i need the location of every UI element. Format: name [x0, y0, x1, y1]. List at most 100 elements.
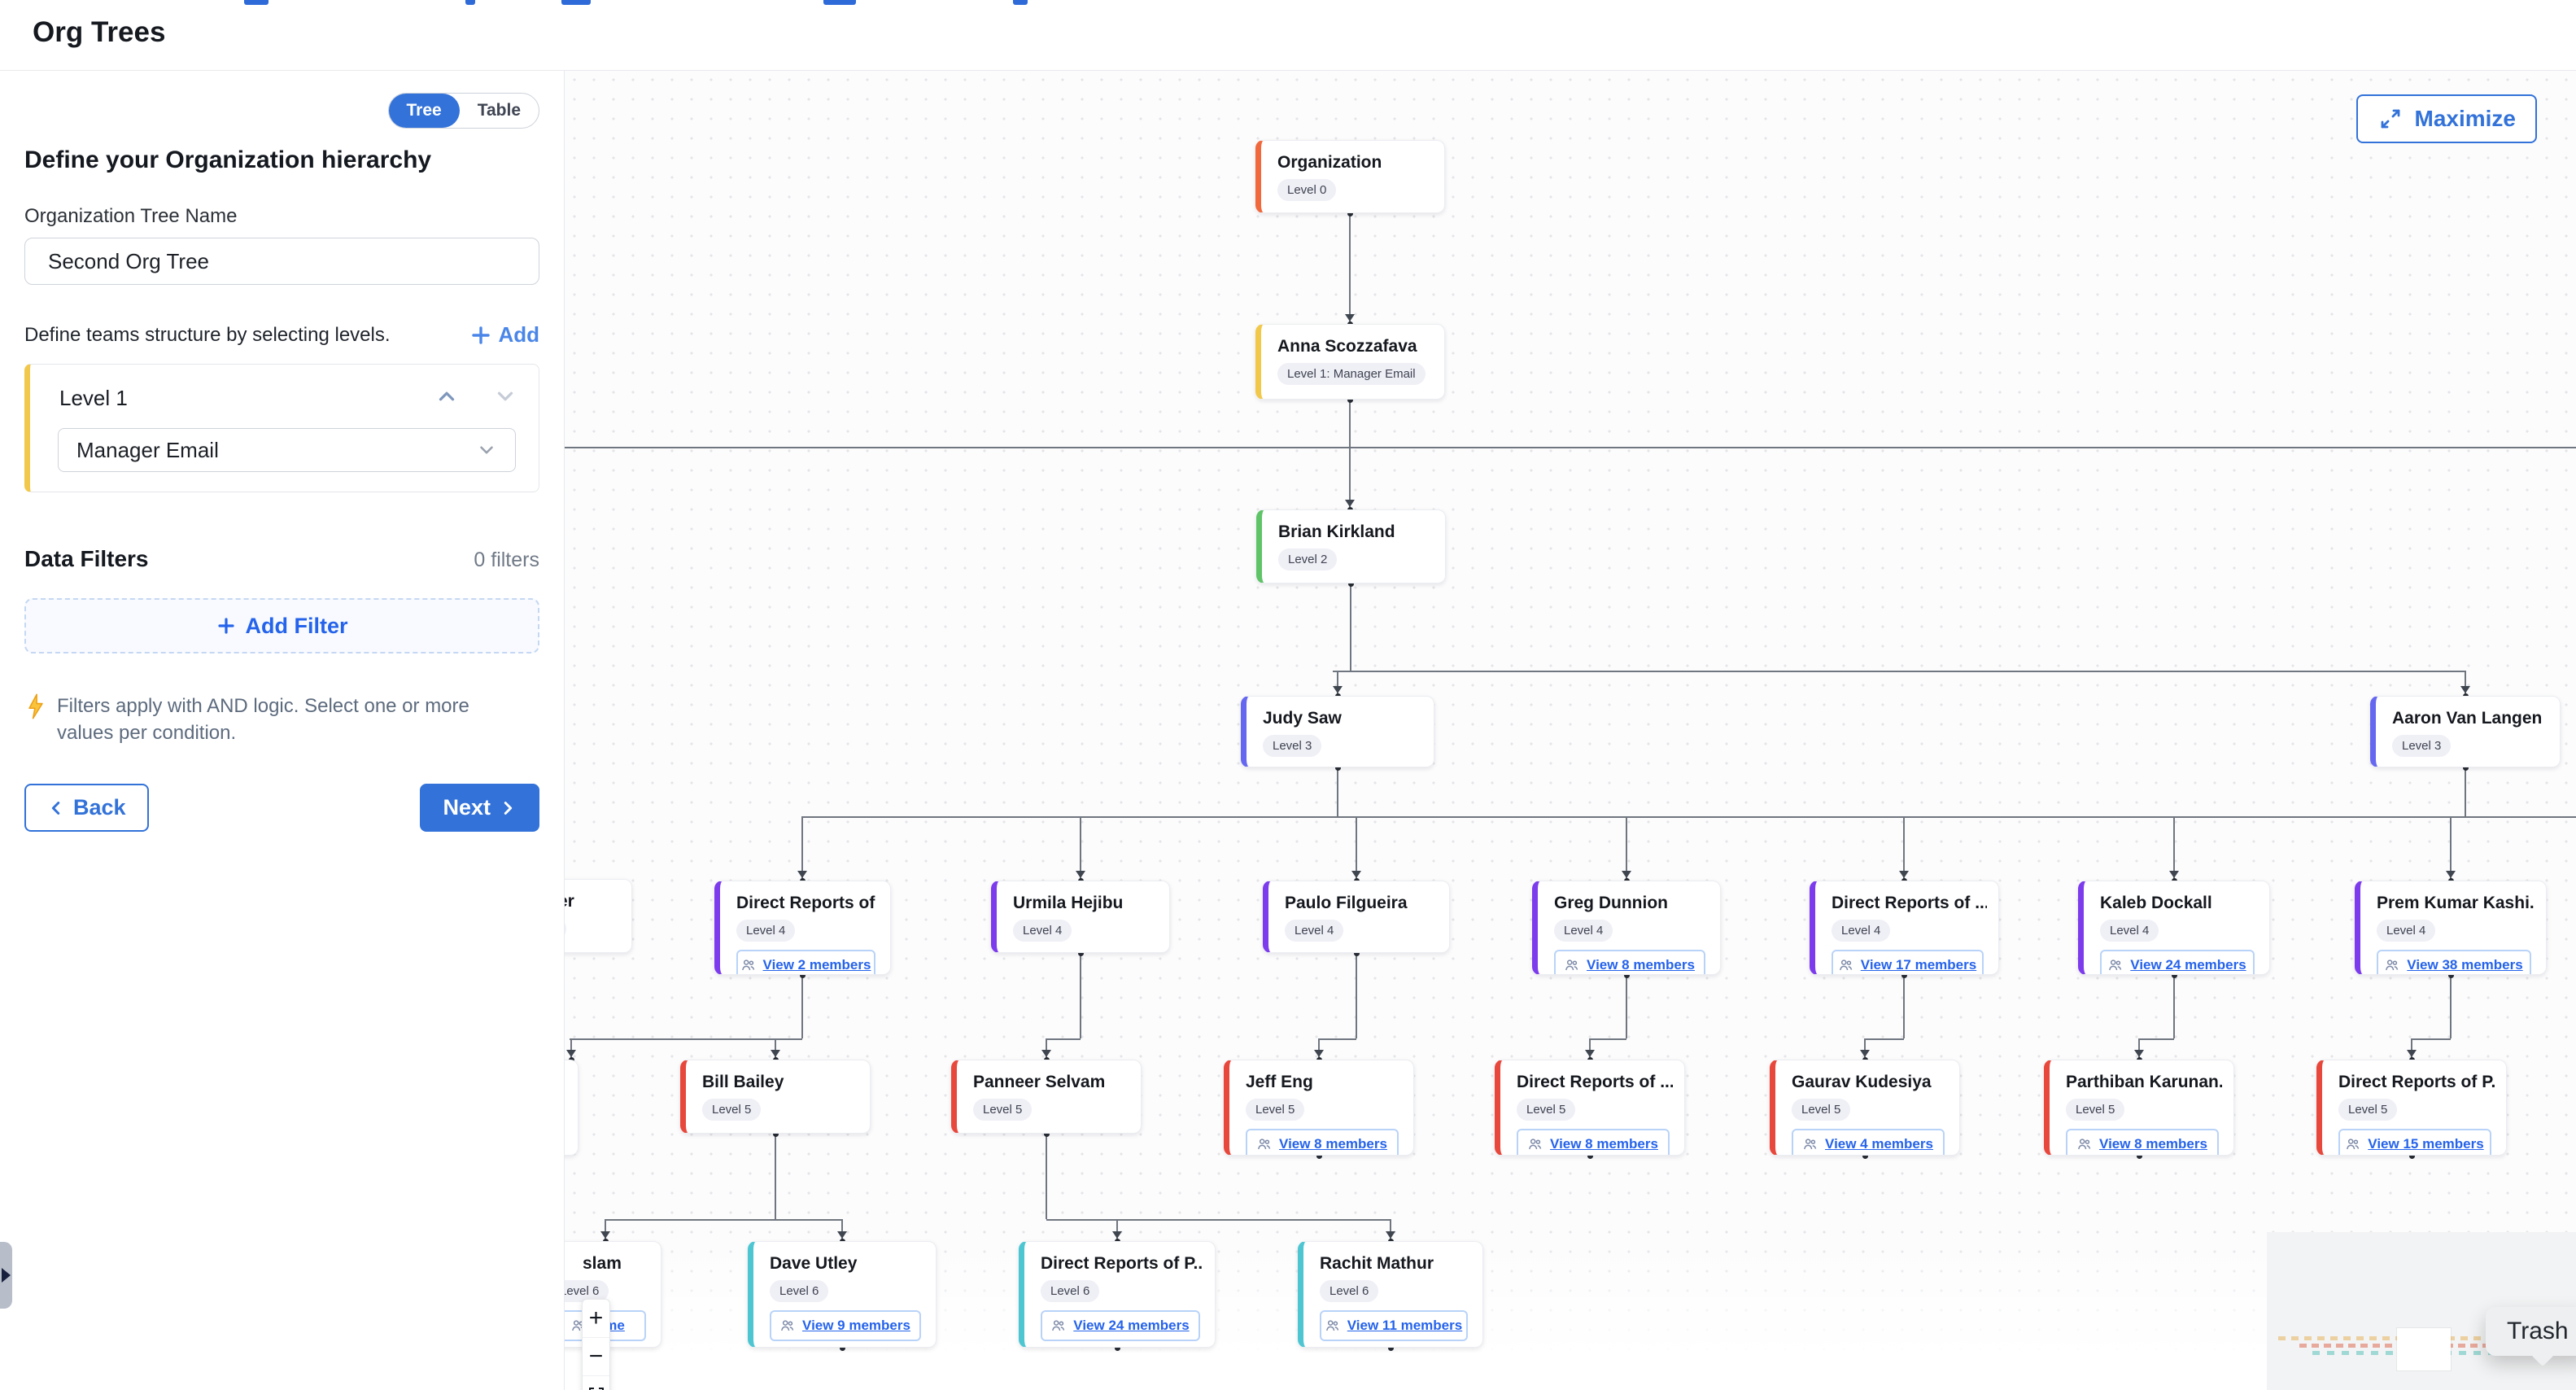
view-members-button[interactable]: View 4 members [1792, 1129, 1945, 1155]
view-members-button[interactable]: View 17 members [1832, 950, 1984, 974]
connector-line [1319, 1038, 1356, 1040]
connector-line [2450, 975, 2452, 1038]
org-node[interactable]: Greg Dunnion Level 4 View 8 members [1532, 881, 1721, 975]
view-members-button[interactable]: View 24 members [1041, 1310, 1200, 1341]
org-node-level-badge: Level 6 [1320, 1280, 1379, 1302]
people-icon [1258, 1139, 1271, 1150]
drawer-expand-handle[interactable] [0, 1242, 12, 1309]
org-node[interactable]: Paulo Filgueira Level 4 [1263, 881, 1450, 953]
org-node[interactable]: Organization Level 0 [1255, 140, 1445, 213]
people-icon [1565, 959, 1578, 971]
org-node-name: Direct Reports of ... [1517, 1073, 1673, 1091]
view-members-button[interactable]: View 8 members [2066, 1129, 2219, 1155]
view-members-button[interactable]: View 38 members [2377, 950, 2531, 974]
next-label: Next [443, 795, 491, 820]
view-members-button[interactable]: View 15 members [2338, 1129, 2491, 1155]
connector-line [2465, 767, 2466, 816]
org-node[interactable]: Gaurav Kudesiya Level 5 View 4 members [1770, 1060, 1960, 1156]
arrow-down-icon [1041, 1050, 1051, 1057]
connector-line [1903, 975, 1905, 1038]
view-members-button[interactable]: View 8 members [1246, 1129, 1399, 1155]
org-node[interactable]: Bill Bailey Level 5 [680, 1060, 871, 1134]
tree-name-input[interactable] [24, 238, 539, 285]
org-node[interactable]: Judy Saw Level 3 [1241, 696, 1434, 767]
fit-view-icon [588, 1388, 604, 1390]
org-node[interactable]: Aaron Van Langen Level 3 [2370, 696, 2561, 767]
back-button[interactable]: Back [24, 784, 149, 832]
org-node[interactable]: Direct Reports of J... Level 4 View 2 memb… [714, 881, 891, 975]
view-members-button[interactable]: View 2 members [736, 950, 875, 974]
chevron-down-icon[interactable] [493, 384, 517, 409]
people-icon [2386, 959, 2399, 971]
connector-line [2411, 1038, 2412, 1060]
arrow-down-icon [2134, 1050, 2144, 1057]
view-members-button[interactable]: View 8 members [1517, 1129, 1670, 1155]
org-node[interactable]: Brian Kirkland Level 2 [1256, 509, 1446, 584]
org-node-name: Gaurav Kudesiya [1792, 1073, 1932, 1091]
arrow-down-icon [2460, 686, 2470, 693]
view-members-label: View 8 members [2099, 1136, 2207, 1152]
org-node[interactable]: Direct Reports of ... Level 4 View 17 memb… [1810, 881, 1999, 975]
toggle-table[interactable]: Table [477, 101, 521, 120]
chevron-left-icon [51, 801, 60, 815]
connector-line [802, 816, 2576, 818]
zoom-in-button[interactable]: + [583, 1300, 609, 1338]
next-button[interactable]: Next [420, 784, 539, 832]
org-node[interactable]: er Level 4 [565, 879, 632, 953]
add-level-button[interactable]: Add [470, 322, 539, 348]
org-node-level-badge: Level 6 [565, 1280, 609, 1302]
org-node[interactable]: Anna Scozzafava Level 1: Manager Email [1255, 324, 1445, 400]
connector-line [801, 816, 803, 881]
view-toggle-row: Tree Table [24, 93, 539, 129]
org-node[interactable]: Parthiban Karunan... Level 5 View 8 member… [2044, 1060, 2234, 1156]
fit-view-button[interactable] [583, 1376, 609, 1390]
view-members-button[interactable]: View 9 members [770, 1310, 921, 1341]
connector-line [2412, 1038, 2451, 1040]
connector-line [1390, 1219, 1391, 1241]
level-field-select[interactable]: Manager Email [58, 428, 516, 472]
toggle-tree[interactable]: Tree [388, 94, 460, 128]
org-canvas[interactable]: Maximize + − Trash Organization Level 0 An… [565, 70, 2576, 1390]
arrow-down-icon [1345, 500, 1355, 507]
org-node-name: Aaron Van Langen [2392, 709, 2543, 728]
zoom-out-button[interactable]: − [583, 1338, 609, 1376]
level-1-card: Level 1 Manager Email [24, 364, 539, 492]
connector-line [1046, 1219, 1391, 1221]
arrow-down-icon [2446, 871, 2456, 878]
view-members-button[interactable]: View 11 members [1320, 1310, 1468, 1341]
arrow-down-icon [797, 871, 807, 878]
org-node[interactable]: slamLevel 60 me [565, 1241, 661, 1348]
org-node-level-badge: Level 4 [1554, 920, 1613, 942]
connector-line [1080, 953, 1081, 1038]
org-node[interactable]: Level 5 [565, 1060, 579, 1156]
org-node-name: Urmila Hejibu [1013, 894, 1124, 912]
chevron-up-icon[interactable] [434, 384, 459, 409]
add-filter-button[interactable]: Add Filter [24, 598, 539, 653]
org-node[interactable]: Prem Kumar Kashi... Level 4 View 38 member… [2355, 881, 2547, 975]
view-members-button[interactable]: View 24 members [2100, 950, 2255, 974]
org-node[interactable]: Direct Reports of P... Level 6 View 24 mem… [1019, 1241, 1216, 1348]
org-node[interactable]: Dave Utley Level 6 View 9 members [748, 1241, 937, 1348]
add-level-label: Add [498, 322, 539, 347]
connector-line [2450, 816, 2452, 881]
view-members-label: View 38 members [2407, 957, 2523, 973]
org-node[interactable]: Kaleb Dockall Level 4 View 24 members [2078, 881, 2270, 975]
org-node[interactable]: Urmila Hejibu Level 4 [991, 881, 1170, 953]
org-node[interactable]: Jeff Eng Level 5 View 8 members [1224, 1060, 1414, 1156]
org-node-name: Brian Kirkland [1278, 522, 1395, 541]
org-node[interactable]: Rachit Mathur Level 6 View 11 members [1298, 1241, 1483, 1348]
view-members-label: View 8 members [1587, 957, 1695, 973]
view-members-label: View 24 members [2130, 957, 2246, 973]
trash-tooltip: Trash [2486, 1307, 2576, 1367]
org-node[interactable]: Panneer Selvam Level 5 [951, 1060, 1142, 1134]
people-icon [2347, 1139, 2360, 1150]
connector-line [570, 1038, 572, 1060]
people-icon [2109, 959, 2122, 971]
org-node[interactable]: Direct Reports of ... Level 5 View 8 membe… [1495, 1060, 1685, 1156]
maximize-button[interactable]: Maximize [2356, 94, 2537, 143]
view-members-button[interactable]: View 8 members [1554, 950, 1705, 974]
org-node-name: Anna Scozzafava [1277, 337, 1417, 356]
minimap-viewport[interactable] [2397, 1328, 2451, 1370]
filters-count: 0 filters [474, 549, 539, 571]
org-node[interactable]: Direct Reports of P... Level 5 View 15 mem… [2316, 1060, 2507, 1156]
